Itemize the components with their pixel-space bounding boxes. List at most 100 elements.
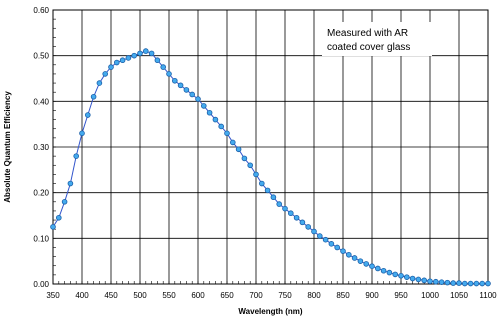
- data-point: [421, 277, 428, 284]
- data-point: [73, 153, 79, 159]
- data-point: [212, 116, 219, 123]
- data-point: [479, 280, 486, 287]
- data-point: [50, 224, 56, 230]
- data-point: [450, 280, 457, 286]
- data-point: [264, 187, 271, 194]
- data-point: [282, 205, 288, 212]
- data-point: [276, 201, 283, 207]
- data-point: [456, 280, 462, 286]
- data-point: [461, 280, 468, 287]
- plot-frame: [52, 9, 489, 285]
- data-point: [96, 80, 103, 86]
- y-tick-label: 0.60: [33, 6, 49, 15]
- x-axis-title: Wavelength (nm): [238, 307, 302, 316]
- data-point: [55, 214, 62, 221]
- data-point: [102, 71, 108, 77]
- x-tick-label: 450: [104, 291, 118, 300]
- data-point: [125, 55, 132, 61]
- data-point: [392, 271, 399, 278]
- data-point: [183, 87, 190, 93]
- data-point: [305, 224, 312, 230]
- annotation: Measured with AR coated cover glass: [322, 22, 432, 56]
- y-tick-label: 0.10: [33, 234, 49, 243]
- x-tick-label: 800: [307, 291, 321, 300]
- y-tick-label: 0.30: [33, 143, 49, 152]
- y-tick-labels: 0.00 0.10 0.20 0.30 0.40 0.50 0.60: [33, 6, 49, 289]
- data-point: [293, 214, 300, 221]
- data-point: [108, 64, 114, 70]
- annotation-background: [322, 22, 432, 56]
- data-point: [61, 199, 68, 205]
- data-point: [415, 276, 422, 283]
- x-tick-label: 750: [278, 291, 292, 300]
- x-tick-label: 850: [336, 291, 350, 300]
- x-tick-label: 350: [46, 291, 60, 300]
- series-markers: [50, 48, 491, 287]
- data-point: [143, 48, 149, 54]
- data-point: [177, 82, 184, 89]
- data-point: [444, 279, 451, 286]
- data-point: [160, 64, 167, 70]
- data-point: [340, 248, 346, 254]
- data-point: [409, 275, 416, 282]
- x-tick-label: 550: [162, 291, 176, 300]
- data-point: [253, 171, 259, 178]
- y-tick-label: 0.00: [33, 280, 49, 289]
- data-point: [345, 251, 352, 258]
- data-point: [311, 228, 317, 235]
- x-tick-label: 600: [191, 291, 205, 300]
- data-point: [374, 265, 381, 272]
- data-point: [85, 112, 91, 118]
- data-point: [334, 244, 341, 251]
- data-point: [473, 280, 480, 287]
- annotation-line-1: Measured with AR: [327, 28, 408, 39]
- data-point: [398, 272, 404, 279]
- data-point: [224, 130, 230, 137]
- data-point: [322, 236, 329, 243]
- data-point: [201, 103, 207, 109]
- data-point: [166, 71, 172, 77]
- y-tick-label: 0.40: [33, 97, 49, 106]
- series-line: [52, 50, 488, 285]
- data-point: [172, 77, 178, 84]
- data-point: [230, 139, 236, 146]
- data-point: [467, 280, 474, 287]
- x-tick-label: 400: [75, 291, 89, 300]
- x-tick-label: 650: [220, 291, 234, 300]
- data-point: [403, 274, 410, 280]
- data-point: [137, 50, 143, 57]
- data-point: [287, 210, 294, 217]
- annotation-line-2: coated cover glass: [327, 42, 410, 53]
- x-tick-label: 1050: [450, 291, 468, 300]
- data-point: [119, 57, 126, 64]
- data-point: [67, 180, 74, 187]
- data-point: [438, 279, 445, 285]
- data-point: [270, 194, 277, 201]
- data-point: [427, 278, 433, 285]
- data-point: [206, 109, 213, 116]
- data-point: [357, 258, 364, 264]
- x-tick-label: 950: [394, 291, 408, 300]
- data-point: [369, 263, 375, 269]
- data-point: [79, 130, 85, 137]
- data-point: [241, 155, 248, 162]
- x-tick-label: 700: [249, 291, 263, 300]
- data-point: [351, 255, 358, 261]
- x-tick-label: 1100: [479, 291, 497, 300]
- y-tick-label: 0.20: [33, 189, 49, 198]
- y-axis-title: Absolute Quantum Efficiency: [3, 91, 12, 203]
- x-tick-label: 900: [365, 291, 379, 300]
- data-point: [485, 280, 491, 287]
- x-tick-labels: 350 400 450 500 550 600 650 700 750 800 850 900 950 1…: [46, 291, 497, 300]
- data-point: [114, 59, 120, 66]
- data-point: [148, 50, 155, 57]
- data-point: [432, 278, 439, 285]
- x-tick-label: 1000: [421, 291, 439, 300]
- data-point: [363, 261, 370, 267]
- data-point: [189, 91, 196, 98]
- x-tick-label: 500: [133, 291, 147, 300]
- data-point: [131, 52, 138, 59]
- data-point: [299, 219, 306, 226]
- data-point: [316, 233, 323, 239]
